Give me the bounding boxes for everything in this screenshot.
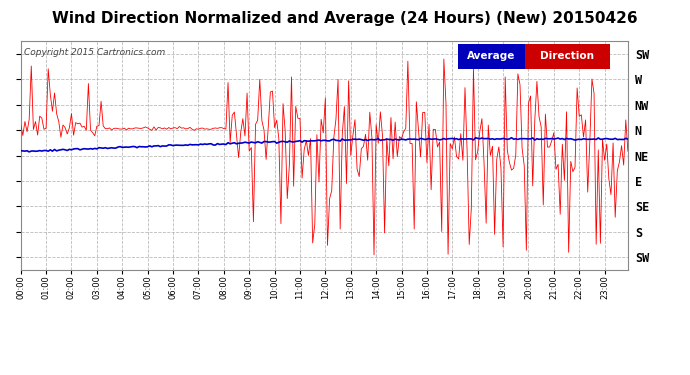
Text: Copyright 2015 Cartronics.com: Copyright 2015 Cartronics.com: [23, 48, 165, 57]
Text: Wind Direction Normalized and Average (24 Hours) (New) 20150426: Wind Direction Normalized and Average (2…: [52, 11, 638, 26]
Text: Average: Average: [467, 51, 515, 61]
FancyBboxPatch shape: [524, 44, 610, 69]
FancyBboxPatch shape: [458, 44, 524, 69]
Text: Direction: Direction: [540, 51, 594, 61]
